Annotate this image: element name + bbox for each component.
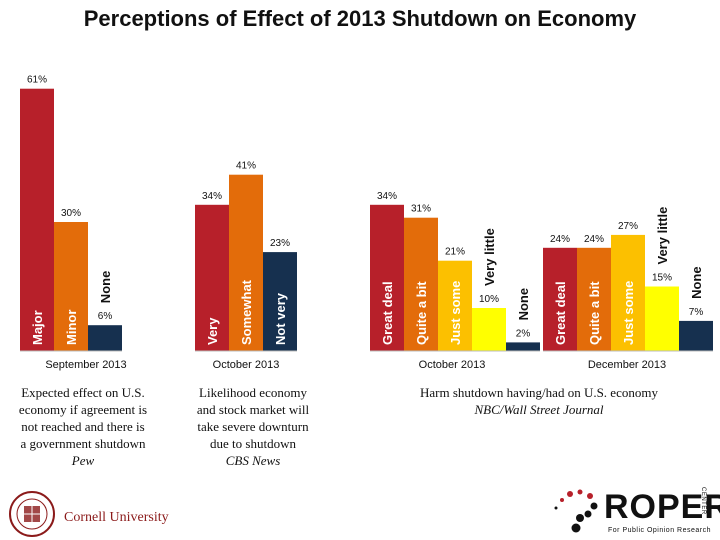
value-label: 10% bbox=[479, 294, 499, 305]
category-label: Very bbox=[205, 317, 220, 345]
value-label: 2% bbox=[516, 328, 531, 339]
caption-pew-line2: economy if agreement is bbox=[18, 402, 148, 417]
category-label: None bbox=[689, 266, 704, 299]
bar bbox=[20, 88, 54, 351]
category-label: Very little bbox=[655, 207, 670, 265]
group-label: October 2013 bbox=[419, 359, 486, 371]
bar bbox=[472, 308, 506, 351]
group-label: December 2013 bbox=[588, 359, 666, 371]
bar bbox=[88, 325, 122, 351]
bar bbox=[229, 174, 263, 351]
value-label: 34% bbox=[202, 191, 222, 202]
value-label: 7% bbox=[689, 307, 704, 318]
bar bbox=[679, 320, 713, 351]
caption-pew-source: Pew bbox=[71, 453, 95, 468]
caption-nbc-line1: Harm shutdown having/had on U.S. economy bbox=[420, 385, 658, 400]
caption-cbs-line2: and stock market will bbox=[196, 402, 310, 417]
bar bbox=[543, 247, 577, 351]
value-label: 6% bbox=[98, 311, 113, 322]
category-label: Somewhat bbox=[239, 279, 254, 345]
category-label: Great deal bbox=[553, 281, 568, 345]
value-label: 27% bbox=[618, 221, 638, 232]
bar bbox=[195, 204, 229, 351]
category-label: None bbox=[516, 288, 531, 321]
roper-mark-logo bbox=[554, 489, 598, 533]
chart-title: Perceptions of Effect of 2013 Shutdown o… bbox=[83, 6, 637, 31]
cornell-wordmark: Cornell University bbox=[64, 510, 169, 525]
value-label: 30% bbox=[61, 208, 81, 219]
cornell-seal-logo bbox=[9, 491, 55, 537]
category-label: Very little bbox=[482, 228, 497, 286]
category-label: Great deal bbox=[380, 281, 395, 345]
category-label: Just some bbox=[448, 281, 463, 345]
roper-wordmark: ROPER bbox=[604, 488, 720, 526]
category-label: None bbox=[98, 271, 113, 304]
value-label: 23% bbox=[270, 238, 290, 249]
bar bbox=[577, 247, 611, 351]
caption-cbs: Likelihood economy and stock market will… bbox=[170, 384, 336, 469]
bar bbox=[506, 342, 540, 351]
value-label: 21% bbox=[445, 247, 465, 258]
caption-cbs-line1: Likelihood economy bbox=[199, 385, 307, 400]
value-label: 31% bbox=[411, 204, 431, 215]
value-label: 24% bbox=[584, 234, 604, 245]
roper-center-label: CENTER bbox=[700, 487, 706, 515]
category-label: Major bbox=[30, 310, 45, 345]
caption-nbc: Harm shutdown having/had on U.S. economy… bbox=[360, 384, 718, 418]
value-label: 41% bbox=[236, 161, 256, 172]
caption-cbs-line3: take severe downturn bbox=[197, 419, 309, 434]
category-label: Not very bbox=[273, 292, 288, 345]
bar bbox=[370, 204, 404, 351]
caption-pew-line3: not reached and there is bbox=[21, 419, 145, 434]
bar bbox=[438, 260, 472, 351]
caption-cbs-source: CBS News bbox=[225, 453, 281, 468]
bar bbox=[54, 222, 88, 351]
caption-cbs-line4: due to shutdown bbox=[210, 436, 296, 451]
bar bbox=[404, 217, 438, 351]
bar-chart: 61% Major 30% Minor 6% None September 2013 34% V… bbox=[20, 75, 713, 371]
value-label: 34% bbox=[377, 191, 397, 202]
bar bbox=[611, 234, 645, 351]
category-label: Quite a bit bbox=[587, 281, 602, 345]
value-label: 61% bbox=[27, 75, 47, 86]
caption-nbc-source: NBC/Wall Street Journal bbox=[474, 402, 604, 417]
category-label: Just some bbox=[621, 281, 636, 345]
roper-tagline: For Public Opinion Research bbox=[608, 527, 711, 534]
value-label: 24% bbox=[550, 234, 570, 245]
value-label: 15% bbox=[652, 273, 672, 284]
caption-pew-line1: Expected effect on U.S. bbox=[21, 385, 145, 400]
bar bbox=[263, 252, 297, 351]
caption-pew-line4: a government shutdown bbox=[20, 436, 146, 451]
category-label: Minor bbox=[64, 310, 79, 345]
group-label: October 2013 bbox=[213, 359, 280, 371]
group-label: September 2013 bbox=[45, 359, 126, 371]
caption-pew: Expected effect on U.S. economy if agree… bbox=[0, 384, 166, 469]
bar bbox=[645, 286, 679, 351]
category-label: Quite a bit bbox=[414, 281, 429, 345]
